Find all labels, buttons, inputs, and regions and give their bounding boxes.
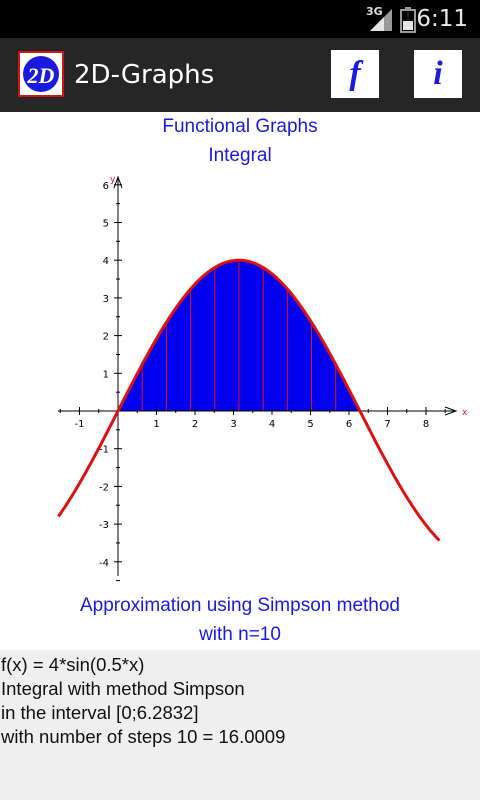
graph-title: Functional Graphs [162,116,318,137]
svg-text:!: ! [405,10,410,23]
y-tick-label: 4 [103,256,109,267]
function-button[interactable]: f [331,50,379,98]
interval-line: in the interval [0;6.2832] [1,702,199,723]
signal-icon [370,9,392,31]
method-caption: Approximation using Simpson method [79,595,400,616]
status-bar: 3G ! 6:11 [0,0,480,38]
network-type: 3G [366,5,383,18]
y-axis-label: y [110,175,116,185]
y-tick-label: 1 [103,369,109,380]
y-tick-label: 2 [103,332,109,343]
function-curve [57,258,441,542]
x-tick-label: 7 [384,419,390,430]
graph-area: Functional Graphs Integral x y -1 1 2 3 4 5 6 7 8 -… [0,112,480,650]
x-axis-arrow [444,406,458,416]
info-button[interactable]: i [414,50,462,98]
y-tick-label: -4 [99,558,109,569]
steps-caption: with n=10 [199,624,281,645]
y-tick-label: 5 [103,219,109,230]
action-bar: 2D 2D-Graphs f i [0,38,480,114]
x-axis-label: x [462,408,468,418]
x-tick-label: 6 [346,419,352,430]
clock: 6:11 [416,6,468,32]
x-tick-label: 5 [307,419,313,430]
result-panel: f(x) = 4*sin(0.5*x) Integral with method… [0,650,480,800]
svg-text:2D: 2D [27,63,55,88]
app-title: 2D-Graphs [74,60,215,90]
y-tick-label: 6 [103,181,109,192]
x-tick-label: 2 [192,419,198,430]
y-tick-label: -1 [99,445,109,456]
function-line: f(x) = 4*sin(0.5*x) [1,654,145,675]
y-tick-label: -2 [99,482,109,493]
graph-subtitle: Integral [208,145,272,166]
x-tick-label: 3 [230,419,236,430]
function-plot: x y -1 1 2 3 4 5 6 7 8 -4 -3 -2 -1 1 2 3 4 5 6 [57,175,468,582]
method-line: Integral with method Simpson [1,678,245,699]
y-tick-label: 3 [103,294,109,305]
integral-result-line: with number of steps 10 = 16.0009 [1,726,286,747]
x-tick-label: 8 [423,419,429,430]
x-tick-label: 1 [153,419,159,430]
battery-icon: ! [400,7,416,33]
app-logo-graphic: 2D [23,56,59,92]
app-logo-icon[interactable]: 2D [18,51,64,97]
x-tick-label: 4 [269,419,275,430]
x-tick-label: -1 [75,419,85,430]
y-tick-label: -3 [99,520,109,531]
